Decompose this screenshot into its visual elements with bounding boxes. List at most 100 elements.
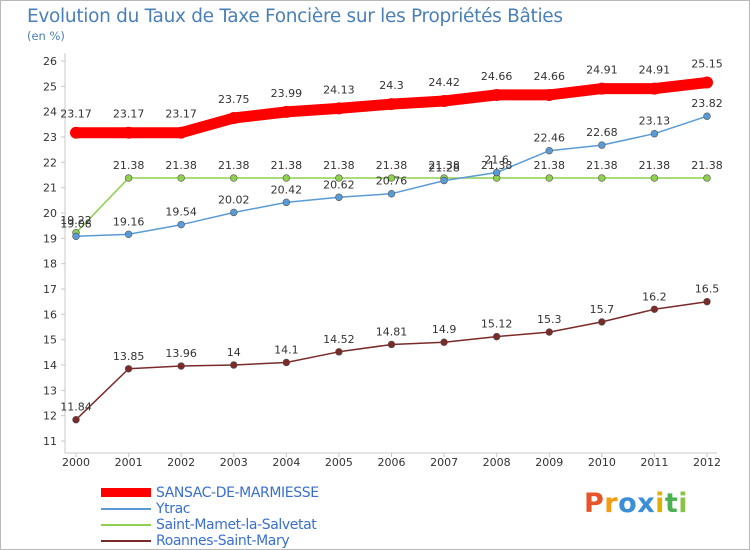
y-tick-label: 11: [43, 435, 57, 448]
data-point: [175, 126, 188, 139]
data-label: 21.6: [484, 153, 509, 166]
data-point: [490, 88, 503, 101]
y-tick-label: 21: [43, 182, 57, 195]
data-label: 14.1: [274, 343, 299, 356]
data-label: 24.42: [428, 76, 460, 89]
data-label: 16.5: [695, 283, 720, 296]
data-label: 23.17: [60, 108, 92, 121]
data-point: [177, 220, 185, 229]
data-label: 21.38: [271, 159, 303, 172]
data-label: 24.66: [481, 70, 513, 83]
x-tick-label: 2012: [693, 456, 721, 469]
data-label: 24.66: [534, 70, 566, 83]
data-label: 22.68: [586, 126, 618, 139]
data-point: [440, 338, 448, 346]
data-label: 21.38: [534, 159, 566, 172]
logo-letter: o: [618, 488, 638, 519]
data-label: 21.38: [691, 159, 723, 172]
data-point: [387, 190, 396, 198]
data-point: [648, 82, 661, 95]
data-point: [598, 141, 606, 149]
y-tick-label: 25: [43, 80, 57, 93]
y-tick-label: 14: [43, 359, 57, 372]
data-point: [230, 208, 238, 217]
data-point: [387, 340, 396, 349]
data-point: [703, 174, 711, 182]
y-tick-label: 19: [43, 232, 57, 245]
legend-label-ytrac: Ytrac: [156, 501, 191, 517]
data-point: [545, 328, 553, 336]
logo-letter: t: [664, 488, 679, 519]
data-label: 16.2: [642, 290, 667, 303]
data-point: [438, 95, 451, 108]
data-point: [72, 232, 80, 241]
data-label: 20.02: [218, 193, 250, 206]
x-tick-label: 2011: [640, 456, 668, 469]
data-label: 21.38: [323, 159, 355, 172]
data-label: 14.52: [323, 333, 355, 346]
legend-label-roannes: Roannes-Saint-Mary: [156, 533, 290, 549]
data-label: 21.38: [428, 159, 460, 172]
y-tick-label: 23: [43, 131, 57, 144]
data-point: [385, 98, 398, 111]
data-label: 14.9: [432, 323, 457, 336]
x-tick-label: 2006: [378, 456, 406, 469]
data-label: 19.54: [165, 206, 197, 219]
x-tick-label: 2003: [220, 456, 248, 469]
y-tick-label: 17: [43, 283, 57, 296]
data-label: 23.75: [218, 93, 250, 106]
data-label: 23.13: [639, 115, 671, 128]
data-point: [177, 362, 185, 370]
logo-letter: i: [678, 488, 689, 519]
data-labels-layer: 19.22 21.38 21.38 21.38 21.38 21.38 21.38 21.38…: [60, 58, 723, 414]
data-label: 24.91: [639, 64, 671, 77]
data-point: [282, 358, 291, 367]
data-label: 14.81: [376, 325, 408, 338]
logo-letter: x: [637, 488, 656, 519]
data-point: [543, 88, 556, 101]
data-label: 19.22: [60, 214, 92, 227]
legend-swatch-roannes: [101, 540, 151, 542]
data-label: 13.85: [113, 350, 145, 363]
data-label: 20.76: [376, 175, 408, 188]
data-label: 24.91: [586, 64, 618, 77]
data-point: [701, 76, 713, 89]
data-point: [70, 126, 82, 139]
data-point: [230, 361, 238, 369]
data-label: 21.38: [376, 159, 408, 172]
data-point: [282, 198, 291, 207]
x-tick-label: 2004: [272, 456, 300, 469]
x-tick-label: 2008: [483, 456, 511, 469]
data-point: [124, 174, 133, 182]
data-label: 24.13: [323, 83, 355, 96]
x-tick-label: 2001: [115, 456, 143, 469]
data-label: 20.42: [271, 183, 303, 196]
data-point: [332, 102, 345, 115]
data-label: 22.46: [534, 132, 566, 145]
data-point: [124, 230, 133, 238]
y-tick-label: 13: [43, 384, 57, 397]
y-tick-label: 15: [43, 334, 57, 347]
logo-letter: i: [655, 488, 665, 519]
data-point: [650, 174, 659, 182]
data-label: 21.38: [218, 159, 250, 172]
data-label: 11.84: [60, 401, 92, 414]
y-tick-label: 26: [43, 55, 57, 68]
y-tick-label: 22: [43, 156, 57, 169]
data-label: 13.96: [165, 347, 197, 360]
data-label: 25.15: [691, 58, 723, 71]
data-label: 19.08: [60, 217, 92, 230]
data-point: [598, 318, 606, 326]
legend-swatch-sansac: [101, 488, 151, 497]
x-tick-label: 2010: [588, 456, 616, 469]
data-point: [177, 174, 185, 182]
data-label: 15.7: [590, 303, 615, 316]
y-tick-label: 24: [43, 106, 57, 119]
data-label: 24.3: [379, 79, 404, 92]
data-label: 20.62: [323, 178, 355, 191]
data-point: [335, 174, 343, 182]
data-point: [122, 126, 135, 139]
y-tick-label: 18: [43, 258, 57, 271]
logo-letter: r: [604, 488, 619, 519]
